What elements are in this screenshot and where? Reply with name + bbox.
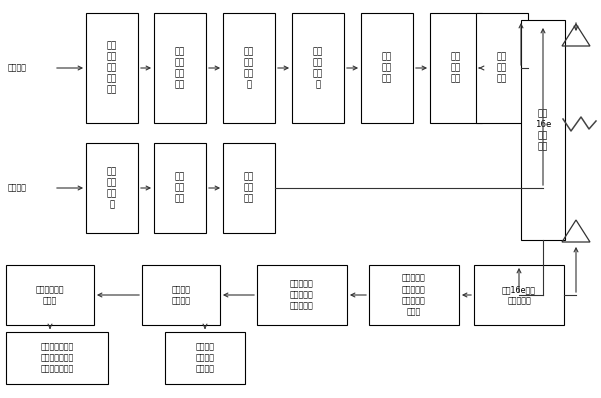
- Text: 编码
截短
交织
星座
映射: 编码 截短 交织 星座 映射: [107, 41, 117, 95]
- Bar: [361, 13, 413, 123]
- Bar: [154, 13, 206, 123]
- Bar: [476, 13, 528, 123]
- Text: 频域最小
二乘信道
频响估计: 频域最小 二乘信道 频响估计: [195, 342, 215, 374]
- Bar: [223, 143, 275, 233]
- Text: 逆傅
立叶
变换: 逆傅 立叶 变换: [175, 172, 185, 204]
- Bar: [154, 143, 206, 233]
- Text: 插入
循环
前缀: 插入 循环 前缀: [497, 53, 507, 84]
- Text: 导频符号: 导频符号: [8, 183, 27, 193]
- Bar: [292, 13, 344, 123]
- Text: 根据
16e
参数
成帧: 根据 16e 参数 成帧: [535, 109, 551, 151]
- Bar: [369, 265, 459, 325]
- Bar: [430, 13, 482, 123]
- Text: 频域维两倍率
过采样: 频域维两倍率 过采样: [35, 285, 64, 305]
- Bar: [223, 13, 275, 123]
- Text: 插入
循环
前缀: 插入 循环 前缀: [244, 172, 254, 204]
- Text: 频域线性
平滑滤波: 频域线性 平滑滤波: [171, 285, 191, 305]
- Text: 离散
傅立
变换
扩频: 离散 傅立 变换 扩频: [175, 47, 185, 89]
- Bar: [165, 332, 245, 384]
- Bar: [521, 20, 565, 240]
- Bar: [6, 265, 94, 325]
- Text: 分布
式导
频映
射: 分布 式导 频映 射: [107, 167, 117, 209]
- Text: 对导频块去
除循环前缀
并进行傅立
叶变换: 对导频块去 除循环前缀 并进行傅立 叶变换: [402, 274, 426, 316]
- Bar: [257, 265, 347, 325]
- Text: 根据分布式
映射模式提
取导频符号: 根据分布式 映射模式提 取导频符号: [290, 279, 314, 310]
- Text: 时间维线性内插
外推得到数据块
处信道频响估计: 时间维线性内插 外推得到数据块 处信道频响估计: [40, 342, 74, 374]
- Text: 分布
式数
据映
射: 分布 式数 据映 射: [244, 47, 254, 89]
- Bar: [474, 265, 564, 325]
- Bar: [86, 13, 138, 123]
- Bar: [142, 265, 220, 325]
- Bar: [86, 143, 138, 233]
- Text: 数据符号: 数据符号: [8, 64, 27, 72]
- Text: 逆滤
波器
组变
换: 逆滤 波器 组变 换: [313, 47, 323, 89]
- Text: 存储
移位
累加: 存储 移位 累加: [382, 53, 392, 84]
- Text: 根据16e参数
提取导频块: 根据16e参数 提取导频块: [502, 285, 536, 305]
- Bar: [6, 332, 108, 384]
- Text: 循环
数据
成块: 循环 数据 成块: [451, 53, 461, 84]
